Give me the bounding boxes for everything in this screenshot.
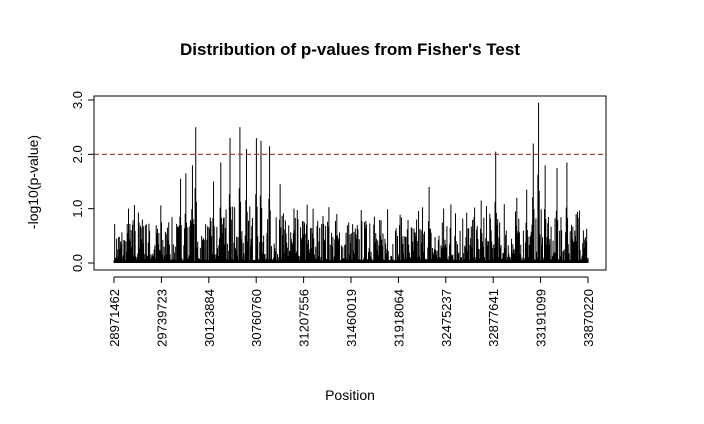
x-axis: 28971462 29739723 30123884 30760760 31207556… xyxy=(107,276,596,347)
y-tick-label: 3.0 xyxy=(70,91,85,109)
x-tick-label: 29739723 xyxy=(154,289,169,347)
y-axis: 0.0 1.0 2.0 3.0 xyxy=(70,91,94,272)
x-tick-label: 33191099 xyxy=(534,289,549,347)
x-tick-label: 30123884 xyxy=(202,289,217,347)
x-axis-label: Position xyxy=(325,387,375,403)
chart-title: Distribution of p-values from Fisher's T… xyxy=(180,40,520,59)
x-tick-label: 31460019 xyxy=(344,289,359,347)
y-tick-label: 1.0 xyxy=(70,200,85,218)
x-tick-label: 33870220 xyxy=(581,289,596,347)
plot-frame xyxy=(93,95,607,271)
x-tick-label: 32475237 xyxy=(439,289,454,347)
y-tick-label: 0.0 xyxy=(70,254,85,272)
x-tick-label: 32877641 xyxy=(486,289,501,347)
x-tick-label: 30760760 xyxy=(249,289,264,347)
y-tick-label: 2.0 xyxy=(70,145,85,163)
y-axis-label: -log10(p-value) xyxy=(25,135,41,229)
x-tick-label: 31207556 xyxy=(297,289,312,347)
x-tick-label: 31918064 xyxy=(391,289,406,347)
bars-layer xyxy=(113,102,589,263)
x-tick-label: 28971462 xyxy=(107,289,122,347)
